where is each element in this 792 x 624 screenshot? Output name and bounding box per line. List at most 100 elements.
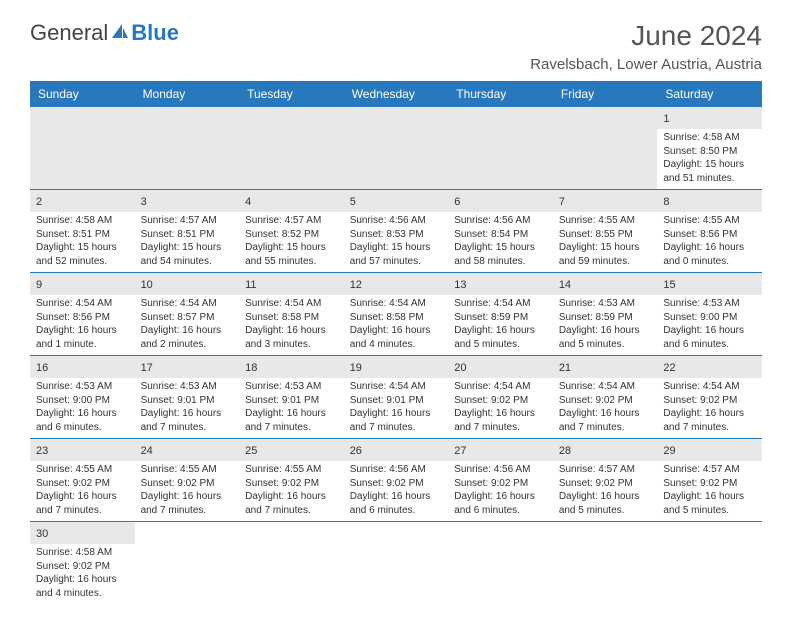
daylight-text: Daylight: 15 hours and 57 minutes. xyxy=(350,241,443,268)
day-number: 22 xyxy=(663,362,675,374)
sunset-text: Sunset: 9:02 PM xyxy=(36,560,129,574)
day-number: 6 xyxy=(454,196,460,208)
calendar-day-cell: 7Sunrise: 4:55 AMSunset: 8:55 PMDaylight… xyxy=(553,190,658,273)
calendar-day-cell: 10Sunrise: 4:54 AMSunset: 8:57 PMDayligh… xyxy=(135,273,240,356)
sunrise-text: Sunrise: 4:53 AM xyxy=(245,380,338,394)
sunset-text: Sunset: 9:00 PM xyxy=(36,394,129,408)
sunset-text: Sunset: 9:02 PM xyxy=(454,477,547,491)
sunset-text: Sunset: 9:02 PM xyxy=(663,394,756,408)
daylight-text: Daylight: 15 hours and 59 minutes. xyxy=(559,241,652,268)
day-number: 13 xyxy=(454,279,466,291)
logo: GeneralBlue xyxy=(30,20,179,46)
day-number: 29 xyxy=(663,445,675,457)
weekday-header: Wednesday xyxy=(344,81,449,107)
day-details: Sunrise: 4:57 AMSunset: 8:52 PMDaylight:… xyxy=(239,212,344,272)
sunset-text: Sunset: 9:01 PM xyxy=(141,394,234,408)
calendar-day-cell: 20Sunrise: 4:54 AMSunset: 9:02 PMDayligh… xyxy=(448,356,553,439)
sunset-text: Sunset: 8:59 PM xyxy=(559,311,652,325)
day-number: 27 xyxy=(454,445,466,457)
weekday-header-row: Sunday Monday Tuesday Wednesday Thursday… xyxy=(30,81,762,107)
title-block: June 2024 Ravelsbach, Lower Austria, Aus… xyxy=(530,20,762,73)
calendar-day-cell: 11Sunrise: 4:54 AMSunset: 8:58 PMDayligh… xyxy=(239,273,344,356)
sunrise-text: Sunrise: 4:57 AM xyxy=(245,214,338,228)
weekday-header: Monday xyxy=(135,81,240,107)
calendar-day-cell: 5Sunrise: 4:56 AMSunset: 8:53 PMDaylight… xyxy=(344,190,449,273)
sunset-text: Sunset: 8:55 PM xyxy=(559,228,652,242)
daylight-text: Daylight: 16 hours and 7 minutes. xyxy=(663,407,756,434)
calendar-day-cell: 27Sunrise: 4:56 AMSunset: 9:02 PMDayligh… xyxy=(448,439,553,522)
weekday-header: Saturday xyxy=(657,81,762,107)
sunrise-text: Sunrise: 4:58 AM xyxy=(36,214,129,228)
sunset-text: Sunset: 8:54 PM xyxy=(454,228,547,242)
calendar-day-cell: 25Sunrise: 4:55 AMSunset: 9:02 PMDayligh… xyxy=(239,439,344,522)
day-details: Sunrise: 4:56 AMSunset: 9:02 PMDaylight:… xyxy=(344,461,449,521)
sunset-text: Sunset: 9:02 PM xyxy=(559,394,652,408)
daylight-text: Daylight: 16 hours and 7 minutes. xyxy=(245,490,338,517)
calendar-day-cell: 23Sunrise: 4:55 AMSunset: 9:02 PMDayligh… xyxy=(30,439,135,522)
daylight-text: Daylight: 16 hours and 6 minutes. xyxy=(454,490,547,517)
day-number: 28 xyxy=(559,445,571,457)
month-title: June 2024 xyxy=(530,20,762,52)
calendar-day-cell: 12Sunrise: 4:54 AMSunset: 8:58 PMDayligh… xyxy=(344,273,449,356)
daylight-text: Daylight: 16 hours and 5 minutes. xyxy=(454,324,547,351)
daylight-text: Daylight: 15 hours and 54 minutes. xyxy=(141,241,234,268)
sunset-text: Sunset: 9:02 PM xyxy=(559,477,652,491)
day-number: 19 xyxy=(350,362,362,374)
sunrise-text: Sunrise: 4:53 AM xyxy=(559,297,652,311)
sunrise-text: Sunrise: 4:54 AM xyxy=(559,380,652,394)
sunset-text: Sunset: 8:58 PM xyxy=(245,311,338,325)
sunset-text: Sunset: 8:50 PM xyxy=(663,145,756,159)
calendar-day-cell: 1Sunrise: 4:58 AMSunset: 8:50 PMDaylight… xyxy=(657,107,762,190)
day-details: Sunrise: 4:53 AMSunset: 8:59 PMDaylight:… xyxy=(553,295,658,355)
calendar-day-cell xyxy=(657,522,762,605)
day-number: 25 xyxy=(245,445,257,457)
sunrise-text: Sunrise: 4:58 AM xyxy=(36,546,129,560)
sunrise-text: Sunrise: 4:57 AM xyxy=(559,463,652,477)
sunset-text: Sunset: 9:02 PM xyxy=(454,394,547,408)
day-details: Sunrise: 4:57 AMSunset: 9:02 PMDaylight:… xyxy=(657,461,762,521)
day-details: Sunrise: 4:58 AMSunset: 8:50 PMDaylight:… xyxy=(657,129,762,189)
day-details: Sunrise: 4:53 AMSunset: 9:00 PMDaylight:… xyxy=(657,295,762,355)
day-details: Sunrise: 4:57 AMSunset: 9:02 PMDaylight:… xyxy=(553,461,658,521)
calendar-day-cell xyxy=(344,107,449,190)
calendar-day-cell xyxy=(239,107,344,190)
calendar-week-row: 30Sunrise: 4:58 AMSunset: 9:02 PMDayligh… xyxy=(30,522,762,605)
sunset-text: Sunset: 9:01 PM xyxy=(350,394,443,408)
sunset-text: Sunset: 9:02 PM xyxy=(36,477,129,491)
sunrise-text: Sunrise: 4:53 AM xyxy=(36,380,129,394)
day-number: 7 xyxy=(559,196,565,208)
header: GeneralBlue June 2024 Ravelsbach, Lower … xyxy=(30,20,762,73)
day-number: 4 xyxy=(245,196,251,208)
calendar-day-cell: 17Sunrise: 4:53 AMSunset: 9:01 PMDayligh… xyxy=(135,356,240,439)
day-details: Sunrise: 4:56 AMSunset: 8:54 PMDaylight:… xyxy=(448,212,553,272)
sunrise-text: Sunrise: 4:57 AM xyxy=(663,463,756,477)
day-details: Sunrise: 4:54 AMSunset: 9:02 PMDaylight:… xyxy=(553,378,658,438)
sunset-text: Sunset: 8:59 PM xyxy=(454,311,547,325)
sunrise-text: Sunrise: 4:54 AM xyxy=(454,297,547,311)
sunrise-text: Sunrise: 4:58 AM xyxy=(663,131,756,145)
weekday-header: Friday xyxy=(553,81,658,107)
daylight-text: Daylight: 15 hours and 52 minutes. xyxy=(36,241,129,268)
calendar-day-cell: 6 Sunrise: 4:56 AMSunset: 8:54 PMDaylight… xyxy=(448,190,553,273)
day-details: Sunrise: 4:56 AMSunset: 8:53 PMDaylight:… xyxy=(344,212,449,272)
day-number: 11 xyxy=(245,279,256,291)
sunrise-text: Sunrise: 4:56 AM xyxy=(350,214,443,228)
daylight-text: Daylight: 15 hours and 55 minutes. xyxy=(245,241,338,268)
sunrise-text: Sunrise: 4:57 AM xyxy=(141,214,234,228)
sunrise-text: Sunrise: 4:53 AM xyxy=(141,380,234,394)
daylight-text: Daylight: 16 hours and 1 minute. xyxy=(36,324,129,351)
calendar-day-cell: 14Sunrise: 4:53 AMSunset: 8:59 PMDayligh… xyxy=(553,273,658,356)
sunset-text: Sunset: 9:02 PM xyxy=(663,477,756,491)
weekday-header: Tuesday xyxy=(239,81,344,107)
day-number: 24 xyxy=(141,445,153,457)
daylight-text: Daylight: 15 hours and 51 minutes. xyxy=(663,158,756,185)
daylight-text: Daylight: 16 hours and 5 minutes. xyxy=(559,490,652,517)
daylight-text: Daylight: 16 hours and 3 minutes. xyxy=(245,324,338,351)
sunrise-text: Sunrise: 4:56 AM xyxy=(350,463,443,477)
day-number: 9 xyxy=(36,279,42,291)
calendar-day-cell: 21Sunrise: 4:54 AMSunset: 9:02 PMDayligh… xyxy=(553,356,658,439)
sunset-text: Sunset: 8:53 PM xyxy=(350,228,443,242)
sunrise-text: Sunrise: 4:54 AM xyxy=(663,380,756,394)
calendar-day-cell: 24Sunrise: 4:55 AMSunset: 9:02 PMDayligh… xyxy=(135,439,240,522)
day-details: Sunrise: 4:54 AMSunset: 8:59 PMDaylight:… xyxy=(448,295,553,355)
